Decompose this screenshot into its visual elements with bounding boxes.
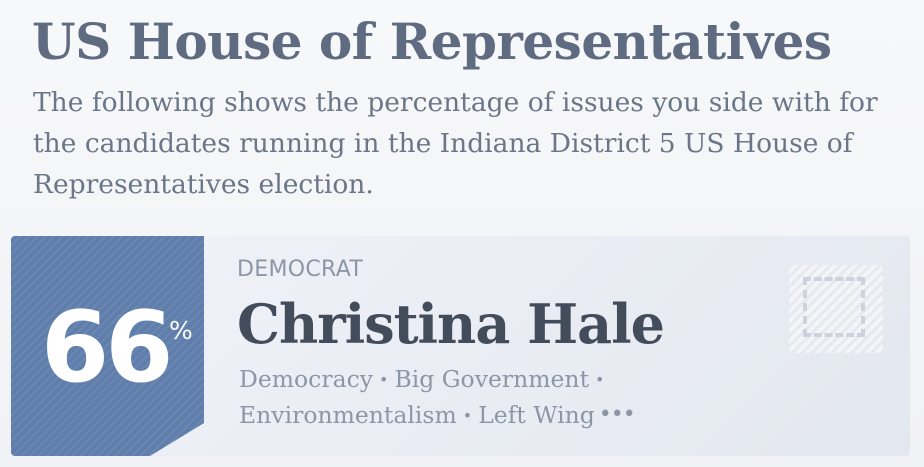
tag-separator: • [379, 370, 389, 389]
candidate-photo-placeholder [789, 265, 883, 353]
match-score-value: 66 [41, 291, 173, 405]
placeholder-image-icon [803, 277, 865, 337]
match-score-panel: 66 % [11, 236, 204, 456]
page-description: The following shows the percentage of is… [33, 87, 878, 200]
candidate-card[interactable]: 66 % DEMOCRAT Christina Hale Democracy • B… [11, 236, 910, 456]
tag-separator: • [462, 406, 473, 425]
tag-item: Democracy [239, 365, 374, 393]
match-score-unit: % [169, 316, 193, 345]
more-dots-icon[interactable]: ••• [598, 402, 636, 427]
candidate-tags: Democracy • Big Government • Environmentalis… [239, 362, 799, 433]
tag-item: Environmentalism [239, 401, 457, 429]
tag-item: Left Wing [478, 401, 595, 429]
party-label: DEMOCRAT [237, 257, 364, 282]
tag-item: Big Government [394, 365, 590, 393]
tag-separator: • [595, 370, 605, 389]
candidate-name[interactable]: Christina Hale [237, 292, 665, 356]
page-title: US House of Representatives [32, 12, 832, 71]
